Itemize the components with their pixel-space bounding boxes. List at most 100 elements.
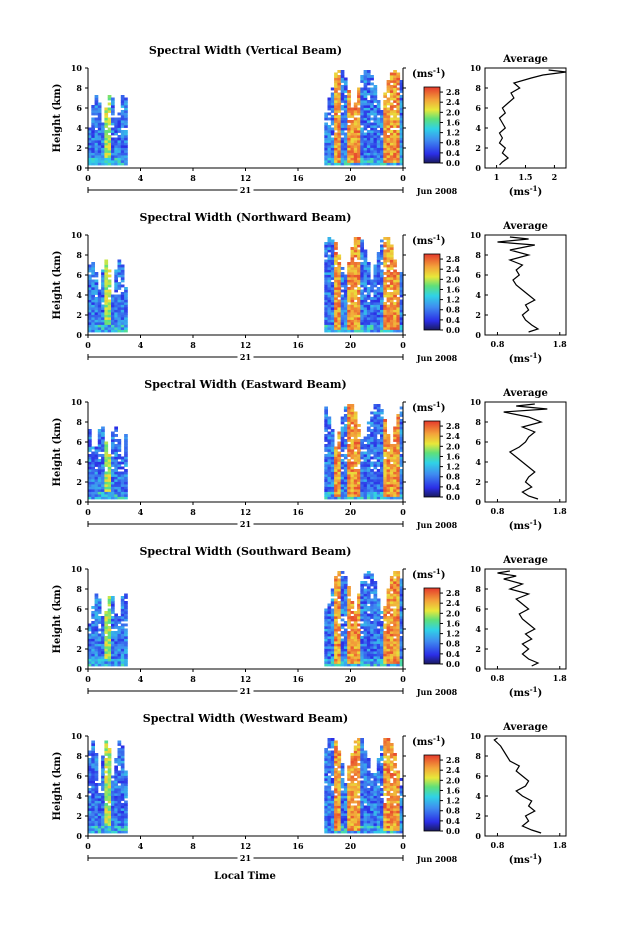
heatmap-cell bbox=[120, 279, 125, 283]
heatmap-cell bbox=[327, 441, 332, 445]
heatmap-cell bbox=[383, 618, 387, 622]
heatmap-cell bbox=[330, 102, 335, 106]
heatmap-cell bbox=[389, 147, 394, 151]
heatmap-cell bbox=[111, 785, 115, 789]
heatmap-cell bbox=[88, 830, 92, 834]
heatmap-cell bbox=[94, 299, 99, 303]
heatmap-cell bbox=[111, 631, 115, 634]
heatmap-cell bbox=[353, 446, 358, 450]
heatmap-cell bbox=[327, 160, 332, 163]
heatmap-cell bbox=[101, 489, 105, 492]
heatmap-cell bbox=[334, 621, 338, 624]
heatmap-cell bbox=[380, 130, 384, 133]
heatmap-cell bbox=[386, 244, 391, 248]
heatmap-cell bbox=[111, 810, 115, 814]
heatmap-cell bbox=[393, 481, 397, 485]
heatmap-cell bbox=[340, 117, 345, 121]
heatmap-cell bbox=[373, 302, 378, 305]
heatmap-cell bbox=[337, 327, 342, 330]
heatmap-cell bbox=[114, 646, 118, 649]
heatmap-cell bbox=[340, 431, 345, 435]
heatmap-cell bbox=[370, 441, 374, 445]
heatmap-cell bbox=[324, 329, 328, 333]
heatmap-cell bbox=[360, 484, 364, 487]
heatmap-cell bbox=[88, 636, 92, 639]
heatmap-cell bbox=[114, 444, 118, 447]
heatmap-cell bbox=[353, 646, 358, 649]
heatmap-cell bbox=[337, 750, 342, 754]
heatmap-cell bbox=[389, 491, 394, 495]
heatmap-cell bbox=[386, 456, 391, 460]
heatmap-cell bbox=[396, 150, 401, 153]
heatmap-cell bbox=[88, 145, 92, 148]
heatmap-cell bbox=[347, 626, 351, 629]
heatmap-cell bbox=[107, 481, 112, 485]
heatmap-cell bbox=[101, 623, 105, 627]
average-y-tick-label: 8 bbox=[475, 250, 481, 260]
x-tick-label: 20 bbox=[345, 173, 357, 183]
heatmap-cell bbox=[107, 97, 112, 101]
heatmap-cell bbox=[91, 299, 95, 303]
heatmap-cell bbox=[347, 593, 351, 597]
heatmap-cell bbox=[396, 77, 401, 81]
heatmap-cell bbox=[396, 137, 401, 141]
heatmap-cell bbox=[350, 775, 355, 779]
heatmap-cell bbox=[399, 307, 404, 310]
heatmap-cell bbox=[347, 272, 351, 275]
heatmap-cell bbox=[370, 573, 374, 577]
heatmap-cell bbox=[353, 785, 358, 789]
heatmap-cell bbox=[104, 778, 109, 781]
heatmap-cell bbox=[330, 613, 335, 617]
heatmap-cell bbox=[363, 439, 368, 442]
heatmap-cell bbox=[107, 274, 112, 278]
heatmap-cell bbox=[347, 651, 351, 654]
heatmap-cell bbox=[347, 765, 351, 769]
heatmap-cell bbox=[343, 105, 348, 108]
heatmap-cell bbox=[97, 479, 102, 482]
heatmap-cell bbox=[117, 486, 122, 490]
heatmap-cell bbox=[88, 651, 92, 654]
heatmap-cell bbox=[360, 481, 364, 485]
heatmap-cell bbox=[117, 327, 122, 330]
heatmap-cell bbox=[324, 760, 328, 764]
heatmap-cell bbox=[117, 454, 122, 457]
heatmap-cell bbox=[101, 828, 105, 831]
heatmap-cell bbox=[114, 272, 118, 275]
heatmap-cell bbox=[340, 426, 345, 430]
heatmap-cell bbox=[347, 287, 351, 290]
heatmap-cell bbox=[327, 309, 332, 313]
heatmap-cell bbox=[97, 117, 102, 121]
heatmap-cell bbox=[373, 656, 378, 659]
heatmap-cell bbox=[360, 795, 364, 799]
heatmap-cell bbox=[94, 292, 99, 295]
heatmap-cell bbox=[107, 120, 112, 123]
heatmap-cell bbox=[373, 274, 378, 278]
heatmap-cell bbox=[334, 140, 338, 143]
heatmap-cell bbox=[399, 329, 404, 333]
heatmap-cell bbox=[120, 267, 125, 270]
heatmap-cell bbox=[366, 132, 371, 136]
heatmap-cell bbox=[396, 309, 401, 313]
heatmap-cell bbox=[366, 329, 371, 333]
heatmap-cell bbox=[376, 294, 381, 298]
heatmap-cell bbox=[383, 446, 387, 450]
heatmap-cell bbox=[380, 464, 384, 467]
heatmap-cell bbox=[340, 820, 345, 824]
heatmap-cell bbox=[334, 317, 338, 320]
heatmap-cell bbox=[399, 140, 404, 143]
heatmap-cell bbox=[94, 758, 99, 761]
heatmap-cell bbox=[107, 454, 112, 457]
heatmap-cell bbox=[94, 110, 99, 113]
heatmap-cell bbox=[120, 760, 125, 764]
heatmap-cell bbox=[340, 312, 345, 315]
heatmap-cell bbox=[347, 606, 351, 609]
heatmap-cell bbox=[330, 496, 335, 500]
heatmap-cell bbox=[114, 616, 118, 619]
heatmap-cell bbox=[327, 471, 332, 475]
heatmap-cell bbox=[94, 820, 99, 824]
heatmap-cell bbox=[363, 284, 368, 288]
heatmap-cell bbox=[334, 464, 338, 467]
heatmap-cell bbox=[366, 593, 371, 597]
heatmap-cell bbox=[337, 758, 342, 761]
heatmap-cell bbox=[117, 297, 122, 300]
